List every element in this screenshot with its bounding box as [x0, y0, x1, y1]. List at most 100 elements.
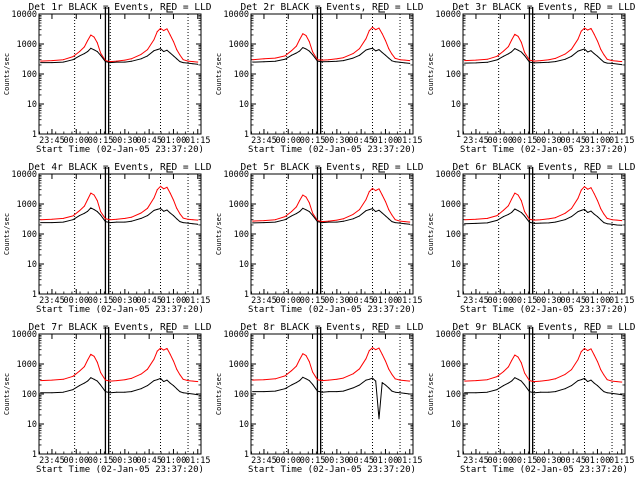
- x-axis-label: Start Time (02-Jan-05 23:37:20): [248, 465, 416, 475]
- data-point: [520, 51, 522, 53]
- chart-panel-9: Det 9r BLACK = Events, RED = LLD 1 10 100 10…: [427, 322, 636, 475]
- data-point: [72, 219, 74, 221]
- data-point: [600, 219, 602, 221]
- data-point: [308, 41, 310, 43]
- data-point: [590, 27, 592, 29]
- x-axis-label: Start Time (02-Jan-05 23:37:20): [460, 305, 628, 315]
- x-tick-label: 00:45: [136, 136, 162, 146]
- data-point: [571, 207, 573, 209]
- bracket-marker: [378, 326, 385, 333]
- data-point: [93, 355, 95, 357]
- data-point: [577, 50, 579, 52]
- data-point: [321, 59, 323, 61]
- data-point: [352, 213, 354, 215]
- events-series-line: [464, 48, 622, 66]
- data-point: [600, 58, 602, 60]
- data-point: [51, 218, 53, 220]
- x-tick-label: 01:00: [161, 136, 187, 146]
- data-point: [404, 392, 406, 394]
- data-point: [147, 385, 149, 387]
- data-point: [596, 40, 598, 42]
- data-point: [62, 61, 64, 63]
- data-point: [87, 359, 89, 361]
- data-point: [409, 393, 411, 395]
- y-tick-label: 10000: [11, 10, 37, 20]
- data-point: [384, 215, 386, 217]
- plot-frame: [250, 333, 414, 455]
- data-point: [252, 391, 254, 393]
- data-point: [172, 41, 174, 43]
- data-point: [399, 61, 401, 63]
- x-tick-label: 01:15: [609, 136, 635, 146]
- data-point: [295, 206, 297, 208]
- data-point: [160, 27, 161, 29]
- data-point: [584, 208, 585, 210]
- data-point: [90, 47, 92, 49]
- events-series-line: [464, 377, 622, 396]
- data-point: [252, 222, 254, 224]
- data-point: [116, 61, 118, 63]
- data-point: [507, 53, 509, 55]
- data-point: [79, 51, 80, 53]
- data-point: [368, 30, 370, 32]
- data-point: [192, 61, 194, 63]
- x-tick-label: 23:45: [463, 456, 489, 466]
- data-point: [528, 380, 530, 382]
- plot-frame: [38, 333, 202, 455]
- x-tick-label: 00:00: [487, 456, 513, 466]
- data-point: [606, 392, 608, 394]
- data-point: [172, 385, 174, 387]
- data-point: [616, 60, 618, 62]
- data-point: [486, 61, 488, 63]
- data-point: [284, 219, 286, 221]
- data-point: [182, 59, 184, 61]
- data-point: [507, 366, 509, 368]
- data-point: [308, 202, 310, 204]
- data-point: [375, 211, 377, 213]
- data-point: [187, 392, 189, 394]
- data-point: [109, 392, 111, 394]
- data-point: [528, 61, 530, 63]
- data-point: [40, 392, 42, 394]
- data-point: [284, 55, 286, 57]
- data-point: [166, 28, 168, 30]
- data-point: [584, 377, 585, 379]
- data-point: [187, 380, 189, 382]
- data-point: [104, 379, 106, 381]
- data-point: [564, 219, 566, 221]
- data-point: [299, 359, 301, 361]
- data-point: [83, 46, 85, 48]
- data-point: [140, 388, 142, 390]
- data-point: [187, 62, 189, 64]
- bracket-marker: [166, 326, 173, 333]
- data-point: [305, 378, 307, 380]
- y-tick-label: 10000: [435, 170, 461, 180]
- data-point: [596, 200, 598, 202]
- data-point: [83, 212, 85, 214]
- data-point: [176, 58, 178, 60]
- x-tick-label: 00:00: [63, 136, 89, 146]
- data-point: [587, 188, 589, 190]
- y-tick-label: 10: [27, 100, 37, 110]
- data-point: [394, 61, 396, 63]
- data-point: [596, 216, 598, 218]
- data-point: [384, 384, 386, 386]
- data-point: [496, 215, 498, 217]
- data-point: [302, 353, 304, 355]
- y-axis-label: Counts/sec: [3, 373, 11, 415]
- data-point: [100, 372, 102, 374]
- data-point: [96, 51, 98, 53]
- data-point: [580, 49, 582, 51]
- data-point: [316, 390, 318, 392]
- data-point: [176, 207, 178, 209]
- data-point: [100, 54, 102, 56]
- y-tick-label: 1000: [17, 40, 37, 50]
- data-point: [252, 379, 254, 381]
- data-point: [571, 48, 573, 50]
- data-point: [359, 215, 361, 217]
- bracket-marker: [378, 6, 385, 13]
- data-point: [130, 58, 132, 60]
- data-point: [564, 58, 566, 60]
- data-point: [156, 49, 158, 51]
- data-point: [312, 383, 314, 385]
